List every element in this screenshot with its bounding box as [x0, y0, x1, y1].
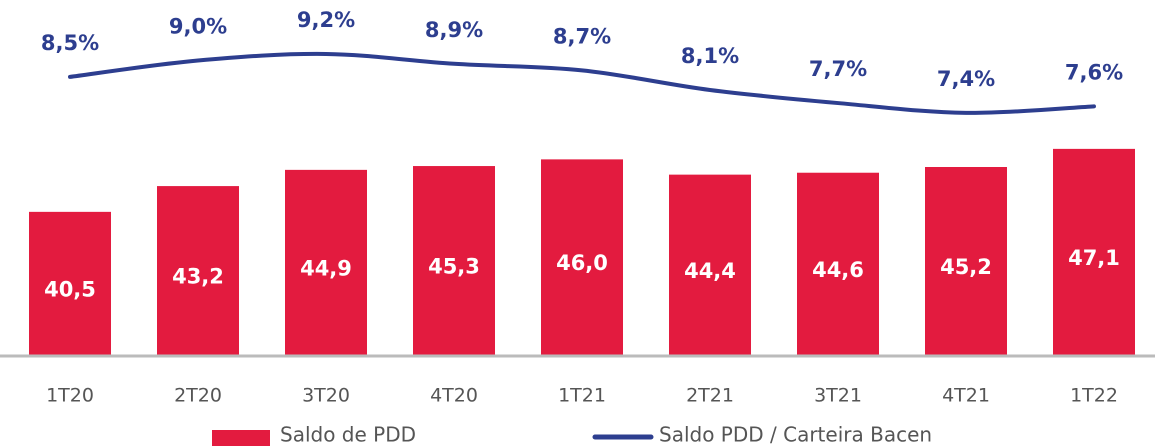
bar — [29, 211, 111, 355]
line-label: 8,7% — [553, 24, 611, 48]
bar — [797, 172, 879, 355]
bar-label: 45,3 — [428, 255, 480, 279]
line-label: 8,9% — [425, 18, 483, 42]
x-tick-label: 4T21 — [942, 385, 990, 407]
x-tick-label: 1T20 — [46, 385, 94, 407]
bar-label: 45,2 — [940, 255, 992, 279]
bar — [541, 159, 623, 355]
line — [68, 51, 1096, 115]
bar-label: 44,4 — [684, 259, 736, 283]
bar — [1053, 148, 1135, 355]
bar — [669, 174, 751, 355]
legend-label: Saldo PDD / Carteira Bacen — [659, 423, 932, 446]
line-label: 9,0% — [169, 15, 227, 39]
legend-label: Saldo de PDD — [280, 423, 416, 446]
x-tick-label: 1T22 — [1070, 385, 1118, 407]
bar-label: 46,0 — [556, 251, 608, 275]
line-label: 7,7% — [809, 57, 867, 81]
line-label: 7,6% — [1065, 60, 1123, 84]
legend-swatch — [212, 430, 270, 446]
bar — [157, 186, 239, 355]
x-tick-label: 3T21 — [814, 385, 862, 407]
x-tick-label: 4T20 — [430, 385, 478, 407]
line-label: 8,1% — [681, 44, 739, 68]
bar — [285, 169, 367, 355]
bar-label: 47,1 — [1068, 246, 1120, 270]
x-tick-label: 2T21 — [686, 385, 734, 407]
line-label: 8,5% — [41, 31, 99, 55]
bar — [925, 167, 1007, 355]
bar — [413, 166, 495, 355]
x-tick-label: 2T20 — [174, 385, 222, 407]
line-label: 7,4% — [937, 67, 995, 91]
x-tick-label: 3T20 — [302, 385, 350, 407]
bar-label: 44,6 — [812, 258, 864, 282]
line-label: 9,2% — [297, 8, 355, 32]
bar-label: 40,5 — [44, 277, 96, 301]
x-tick-label: 1T21 — [558, 385, 606, 407]
bar-label: 44,9 — [300, 256, 352, 280]
bar-label: 43,2 — [172, 265, 224, 289]
